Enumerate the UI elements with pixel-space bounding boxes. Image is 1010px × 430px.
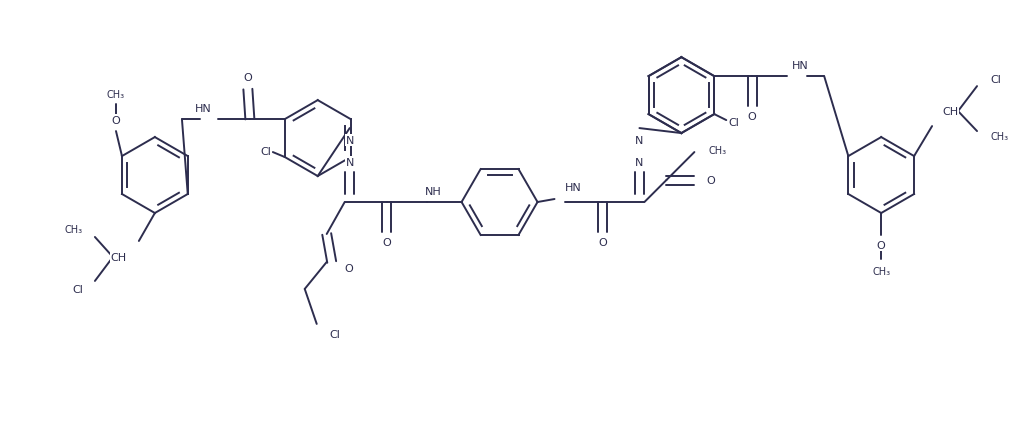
Text: CH₃: CH₃	[107, 90, 125, 100]
Text: Cl: Cl	[329, 329, 340, 339]
Text: Cl: Cl	[728, 118, 739, 128]
Text: CH₃: CH₃	[65, 224, 83, 234]
Text: Cl: Cl	[260, 147, 271, 157]
Text: CH₃: CH₃	[990, 132, 1008, 142]
Text: CH₃: CH₃	[873, 266, 890, 276]
Text: N: N	[635, 136, 643, 146]
Text: CH: CH	[111, 252, 127, 262]
Text: CH: CH	[942, 107, 958, 117]
Text: HN: HN	[792, 61, 809, 71]
Text: N: N	[345, 158, 353, 168]
Text: N: N	[345, 136, 353, 146]
Text: Cl: Cl	[990, 75, 1001, 85]
Text: O: O	[243, 73, 252, 83]
Text: O: O	[344, 263, 354, 273]
Text: O: O	[112, 116, 120, 126]
Text: Cl: Cl	[72, 284, 83, 294]
Text: O: O	[877, 240, 886, 250]
Text: O: O	[706, 175, 715, 186]
Text: NH: NH	[425, 187, 441, 197]
Text: O: O	[598, 237, 607, 247]
Text: HN: HN	[565, 183, 581, 193]
Text: CH₃: CH₃	[708, 146, 726, 156]
Text: O: O	[747, 112, 756, 122]
Text: HN: HN	[195, 104, 212, 114]
Text: O: O	[382, 237, 391, 247]
Text: N: N	[635, 158, 643, 168]
